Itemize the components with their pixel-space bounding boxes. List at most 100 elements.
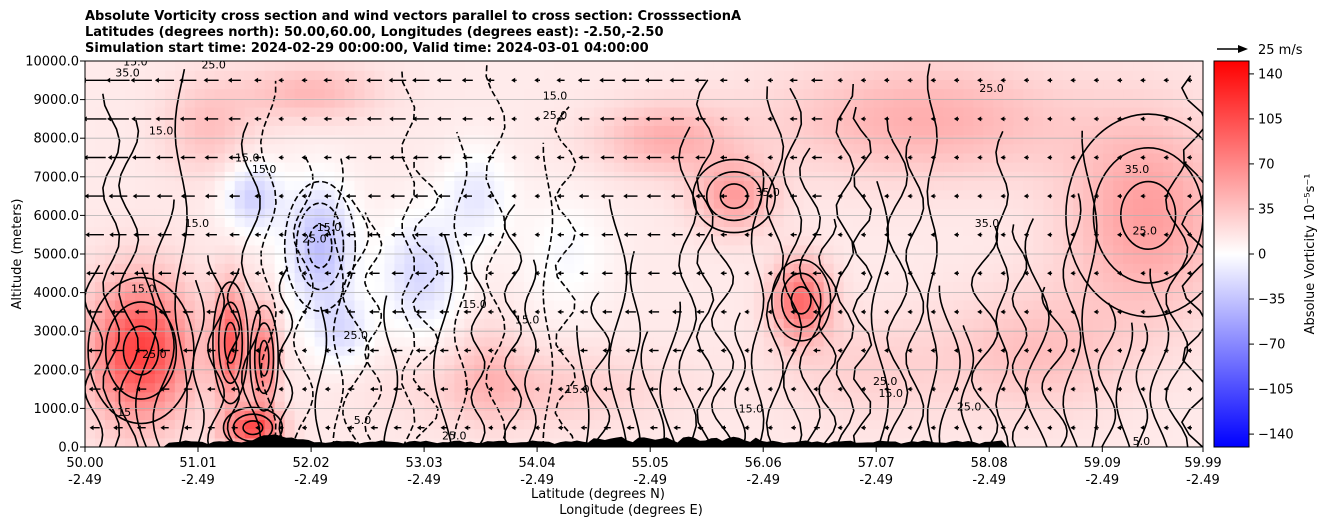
field-cell — [763, 254, 775, 264]
field-cell — [294, 419, 306, 430]
field-cell — [634, 281, 645, 292]
field-cell — [284, 70, 296, 80]
field-cell — [683, 79, 695, 90]
field-cell — [1183, 79, 1194, 90]
field-cell — [284, 419, 296, 430]
field-cell — [713, 235, 725, 246]
field-cell — [124, 162, 136, 172]
contour-line — [292, 154, 314, 447]
field-cell — [803, 345, 815, 356]
field-cell — [534, 180, 545, 191]
field-cell — [254, 97, 266, 108]
field-cell — [903, 208, 915, 218]
field-cell — [1133, 401, 1144, 411]
field-cell — [644, 171, 655, 182]
field-cell — [1033, 189, 1044, 200]
field-cell — [534, 309, 545, 319]
field-cell — [1143, 235, 1154, 246]
field-cell — [1123, 254, 1134, 264]
field-cell — [903, 217, 915, 228]
field-cell — [913, 272, 925, 283]
field-cell — [943, 171, 955, 182]
field-cell — [1083, 428, 1094, 439]
field-cell — [204, 235, 216, 246]
field-cell — [504, 70, 515, 80]
field-cell — [404, 61, 416, 71]
field-cell — [693, 410, 705, 421]
field-cell — [544, 208, 555, 218]
field-cell — [1023, 217, 1034, 228]
field-cell — [823, 345, 835, 356]
field-cell — [404, 217, 416, 228]
field-cell — [524, 254, 535, 264]
field-cell — [813, 373, 825, 384]
field-cell — [663, 401, 675, 411]
field-cell — [424, 355, 435, 365]
field-cell — [1003, 309, 1014, 319]
field-cell — [743, 281, 755, 292]
field-cell — [174, 70, 186, 80]
field-cell — [624, 88, 635, 99]
field-cell — [1123, 373, 1134, 384]
field-cell — [1123, 189, 1134, 200]
field-cell — [1073, 162, 1084, 172]
field-cell — [85, 125, 96, 136]
field-cell — [344, 134, 356, 145]
field-cell — [464, 171, 475, 182]
field-cell — [1013, 171, 1024, 182]
field-cell — [314, 189, 326, 200]
field-cell — [224, 171, 236, 182]
field-cell — [833, 88, 845, 99]
field-cell — [723, 428, 735, 439]
field-cell — [783, 419, 795, 430]
field-cell — [1153, 70, 1164, 80]
field-cell — [334, 318, 346, 329]
field-cell — [494, 254, 505, 264]
field-cell — [444, 143, 455, 154]
field-cell — [504, 437, 515, 447]
field-cell — [544, 70, 555, 80]
field-cell — [823, 263, 835, 273]
field-cell — [903, 198, 915, 209]
field-cell — [1093, 134, 1104, 145]
contour-line — [453, 131, 468, 447]
field-cell — [953, 244, 965, 255]
field-cell — [883, 116, 895, 126]
contour-line — [363, 212, 383, 447]
field-cell — [384, 327, 396, 338]
field-cell — [953, 299, 965, 310]
field-cell — [114, 61, 126, 71]
field-cell — [673, 79, 685, 90]
field-cell — [1063, 143, 1074, 154]
field-cell — [953, 364, 965, 375]
wind-arrowhead — [183, 386, 188, 392]
field-cell — [634, 364, 645, 375]
field-cell — [284, 355, 296, 365]
field-cell — [274, 116, 286, 126]
field-cell — [1153, 345, 1164, 356]
field-cell — [534, 281, 545, 292]
field-cell — [204, 198, 216, 209]
field-cell — [504, 143, 515, 154]
field-cell — [454, 217, 465, 228]
field-cell — [464, 410, 475, 421]
field-cell — [663, 281, 675, 292]
field-cell — [234, 281, 246, 292]
field-cell — [853, 281, 865, 292]
field-cell — [1083, 299, 1094, 310]
field-cell — [374, 244, 386, 255]
field-cell — [214, 70, 226, 80]
field-cell — [304, 309, 316, 319]
field-cell — [494, 290, 505, 301]
field-cell — [634, 125, 645, 136]
field-cell — [853, 336, 865, 347]
field-cell — [334, 419, 346, 430]
field-cell — [354, 208, 366, 218]
field-cell — [644, 134, 655, 145]
field-cell — [783, 254, 795, 264]
field-cell — [514, 309, 525, 319]
field-cell — [1083, 437, 1094, 447]
field-cell — [923, 189, 935, 200]
field-cell — [913, 171, 925, 182]
field-cell — [1183, 355, 1194, 365]
